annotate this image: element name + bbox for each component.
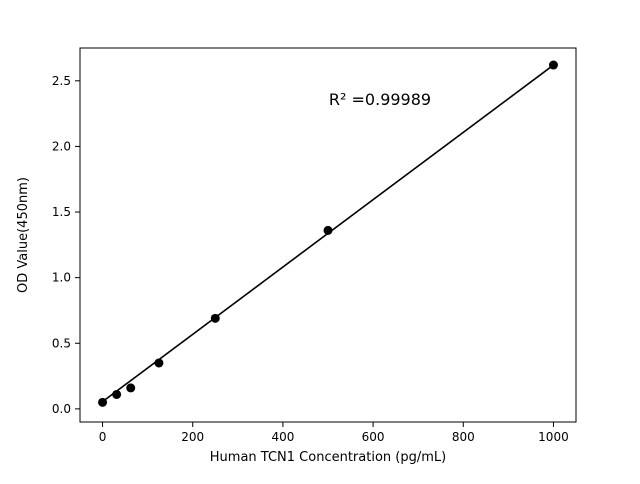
y-tick-label: 1.0 xyxy=(52,271,71,285)
x-tick-label: 200 xyxy=(181,430,204,444)
data-point xyxy=(548,60,558,70)
x-tick-label: 600 xyxy=(362,430,385,444)
y-tick-label: 0.5 xyxy=(52,336,71,350)
y-tick-label: 1.5 xyxy=(52,205,71,219)
x-tick-label: 400 xyxy=(271,430,294,444)
y-tick-label: 2.0 xyxy=(52,139,71,153)
data-point xyxy=(98,397,108,407)
data-point xyxy=(323,225,333,235)
data-point xyxy=(210,313,220,323)
plot-border xyxy=(79,47,577,423)
x-tick-label: 1000 xyxy=(538,430,569,444)
y-axis-label: OD Value(450nm) xyxy=(16,177,31,293)
x-axis-label: Human TCN1 Concentration (pg/mL) xyxy=(210,450,446,465)
y-tick-label: 0.0 xyxy=(52,402,71,416)
y-tick-label: 2.5 xyxy=(52,74,71,88)
x-tick-label: 800 xyxy=(452,430,475,444)
x-tick-label: 0 xyxy=(99,430,107,444)
data-point xyxy=(126,383,136,393)
data-point xyxy=(154,358,164,368)
data-point xyxy=(112,389,122,399)
plot-layer: 0 200 400 600 800 1000 0.0 0.5 1.0 1.5 2.0 2.5 xyxy=(52,47,577,444)
r-squared-annotation: R² =0.99989 xyxy=(329,90,431,109)
